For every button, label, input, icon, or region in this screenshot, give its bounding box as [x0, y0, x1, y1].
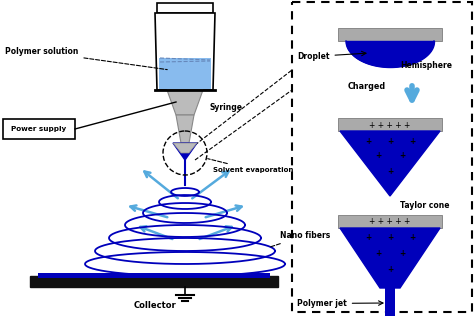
Text: +: +: [375, 151, 381, 161]
Text: Syringe: Syringe: [210, 102, 243, 112]
Bar: [30, 276, 278, 287]
Text: +: +: [375, 250, 381, 258]
Bar: [3, 119, 75, 139]
Bar: [385, 288, 395, 316]
Text: +: +: [365, 234, 371, 242]
Text: Solvent evaporation: Solvent evaporation: [208, 159, 293, 173]
Bar: [338, 215, 442, 228]
Text: Nano fibers: Nano fibers: [270, 231, 330, 247]
Text: +: +: [387, 137, 393, 145]
Text: +: +: [387, 265, 393, 275]
Polygon shape: [173, 143, 197, 160]
Bar: [38, 273, 270, 278]
Text: +: +: [399, 250, 405, 258]
Polygon shape: [173, 143, 197, 153]
Text: Taylor cone: Taylor cone: [400, 201, 449, 210]
Bar: [157, 3, 213, 13]
Text: Collector: Collector: [134, 301, 176, 310]
Polygon shape: [340, 131, 440, 196]
Polygon shape: [167, 90, 203, 115]
Text: +: +: [409, 234, 415, 242]
Text: + + + + +: + + + + +: [369, 120, 410, 130]
Bar: [292, 2, 472, 312]
Text: Polymer solution: Polymer solution: [5, 47, 167, 70]
Bar: [338, 28, 442, 41]
Polygon shape: [159, 58, 211, 89]
Polygon shape: [340, 228, 440, 288]
Polygon shape: [155, 13, 215, 90]
Text: +: +: [387, 234, 393, 242]
Text: +: +: [399, 151, 405, 161]
Text: Charged: Charged: [348, 82, 386, 91]
Text: +: +: [365, 137, 371, 145]
Text: Hemisphere: Hemisphere: [400, 61, 452, 70]
Text: + + + + +: + + + + +: [369, 217, 410, 227]
Text: Droplet: Droplet: [297, 51, 366, 61]
Bar: [338, 118, 442, 131]
Text: Polymer jet: Polymer jet: [297, 299, 383, 308]
Text: +: +: [387, 167, 393, 175]
Text: Power supply: Power supply: [11, 126, 67, 132]
Text: +: +: [409, 137, 415, 145]
Polygon shape: [176, 115, 194, 143]
